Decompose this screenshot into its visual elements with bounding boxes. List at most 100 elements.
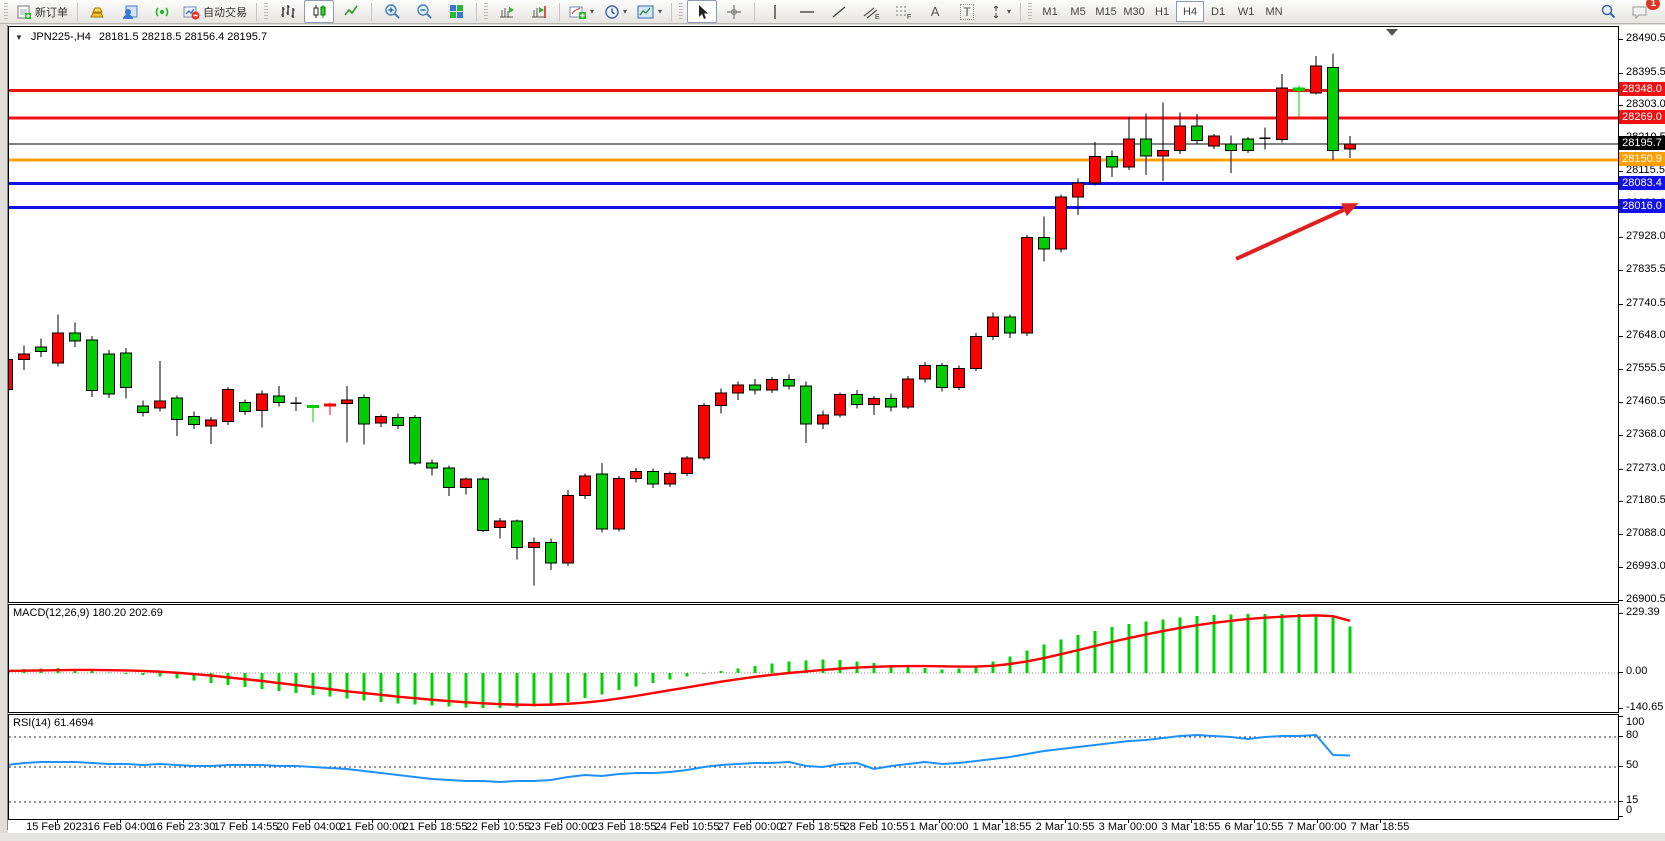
candlestick bbox=[613, 475, 625, 532]
macd-panel[interactable]: MACD(12,26,9) 180.20 202.69 bbox=[8, 604, 1619, 713]
vertical-line-tool-button[interactable] bbox=[760, 0, 790, 23]
cursor-tool-button[interactable] bbox=[687, 0, 718, 23]
time-tick-mark bbox=[372, 819, 373, 823]
trendline-tool-button[interactable] bbox=[824, 0, 854, 23]
rsi-canvas[interactable] bbox=[9, 715, 1618, 819]
price-axis[interactable]: 28490.528395.528303.028210.528115.528023… bbox=[1619, 26, 1665, 819]
candlestick bbox=[103, 349, 115, 398]
horizontal-line-tool-button[interactable] bbox=[792, 0, 822, 23]
cursor-icon bbox=[698, 4, 708, 19]
toolbar-grip[interactable] bbox=[1028, 2, 1033, 21]
price-tick-mark bbox=[1619, 435, 1623, 437]
periods-button[interactable]: ▾ bbox=[600, 0, 631, 23]
trend-arrow-annotation[interactable] bbox=[1235, 203, 1359, 261]
candlestick bbox=[188, 411, 200, 429]
timeframe-m5-button[interactable]: M5 bbox=[1070, 5, 1086, 18]
price-tick-label: 26993.0 bbox=[1626, 560, 1665, 573]
timeframe-mn-button[interactable]: MN bbox=[1265, 5, 1283, 18]
timeframe-m30-button[interactable]: M30 bbox=[1123, 5, 1145, 18]
time-tick-label: 22 Feb 10:55 bbox=[465, 821, 531, 833]
candlestick bbox=[1106, 150, 1118, 178]
rsi-axis-label: 100 bbox=[1626, 716, 1645, 728]
market-watch-button[interactable] bbox=[115, 0, 145, 23]
notifications-button[interactable]: 1 bbox=[1625, 0, 1660, 23]
candlestick bbox=[783, 374, 795, 390]
crosshair-tool-button[interactable] bbox=[719, 0, 749, 23]
toolbar-grip[interactable] bbox=[264, 2, 268, 21]
toolbar-grip[interactable] bbox=[679, 2, 684, 21]
candlestick bbox=[1123, 117, 1135, 171]
price-line-badge: 28195.7 bbox=[1619, 136, 1665, 150]
timeframe-d1-button[interactable]: D1 bbox=[1211, 5, 1226, 18]
auto-scroll-button[interactable] bbox=[492, 0, 522, 23]
toolbar-grip[interactable] bbox=[4, 2, 8, 21]
price-tick-label: 27740.5 bbox=[1626, 296, 1665, 309]
auto-trading-icon bbox=[183, 6, 200, 19]
rsi-panel[interactable]: RSI(14) 61.4694 bbox=[8, 714, 1619, 820]
quick-trade-arrow-icon[interactable]: ▼ bbox=[15, 32, 23, 42]
signals-button[interactable] bbox=[147, 0, 177, 23]
candlestick bbox=[494, 517, 506, 539]
chart-shift-marker[interactable] bbox=[1386, 29, 1398, 36]
time-tick-mark bbox=[1254, 819, 1255, 823]
candlestick bbox=[1327, 53, 1339, 161]
timeframe-h1-button[interactable]: H1 bbox=[1155, 5, 1170, 18]
svg-text:F: F bbox=[907, 14, 911, 20]
candlestick bbox=[749, 378, 761, 395]
text-tool-button[interactable]: A bbox=[920, 0, 950, 23]
search-button[interactable] bbox=[1593, 0, 1623, 23]
price-tick-label: 27648.0 bbox=[1626, 329, 1665, 342]
candlestick bbox=[528, 537, 540, 586]
indicators-button[interactable]: ▾ bbox=[565, 0, 598, 23]
notification-badge: 1 bbox=[1646, 0, 1660, 10]
candlestick bbox=[392, 413, 404, 429]
status-strip bbox=[0, 833, 1665, 841]
gold-bars-icon bbox=[90, 7, 104, 17]
fibonacci-tool-button[interactable]: F bbox=[888, 0, 918, 23]
time-tick-label: 28 Feb 10:55 bbox=[843, 821, 909, 833]
timeframe-m1-button[interactable]: M1 bbox=[1042, 5, 1058, 18]
candlestick bbox=[953, 365, 965, 391]
text-label-tool-button[interactable]: T bbox=[952, 0, 982, 23]
auto-trading-button[interactable]: 自动交易 bbox=[179, 0, 251, 23]
candlestick-chart-type-button[interactable] bbox=[304, 0, 334, 23]
candlestick bbox=[426, 459, 438, 476]
line-chart-type-button[interactable] bbox=[336, 0, 366, 23]
candlestick bbox=[562, 489, 574, 566]
dropdown-arrow-icon: ▾ bbox=[658, 7, 663, 16]
time-tick-label: 7 Mar 00:00 bbox=[1287, 821, 1347, 833]
zoom-in-button[interactable] bbox=[377, 0, 407, 23]
price-tick-label: 26900.5 bbox=[1626, 592, 1665, 605]
candlestick bbox=[358, 394, 370, 445]
timeframe-w1-button[interactable]: W1 bbox=[1237, 5, 1255, 18]
candlestick bbox=[1259, 127, 1271, 150]
time-tick-label: 1 Mar 18:55 bbox=[972, 821, 1032, 833]
bar-chart-type-button[interactable] bbox=[272, 0, 302, 23]
candlestick bbox=[256, 390, 268, 428]
time-axis[interactable]: 15 Feb 2023 16 Feb 04:00 16 Feb 23:30 17 Fe… bbox=[8, 819, 1665, 833]
signal-icon bbox=[155, 6, 169, 17]
timeframe-m15-button[interactable]: M15 bbox=[1095, 5, 1117, 18]
auto-scroll-icon bbox=[500, 6, 514, 17]
candlestick bbox=[1293, 85, 1305, 117]
macd-canvas[interactable] bbox=[9, 605, 1618, 712]
templates-button[interactable]: ▾ bbox=[633, 0, 666, 23]
channel-tool-button[interactable]: E bbox=[856, 0, 886, 23]
candlestick bbox=[154, 361, 166, 412]
history-center-button[interactable] bbox=[83, 0, 113, 23]
tile-windows-button[interactable] bbox=[441, 0, 471, 23]
price-line-badge: 28348.0 bbox=[1619, 82, 1665, 97]
timeframe-h4-button[interactable]: H4 bbox=[1176, 1, 1205, 22]
chart-shift-button[interactable] bbox=[524, 0, 554, 23]
zoom-out-button[interactable] bbox=[409, 0, 439, 23]
toolbar-grip[interactable] bbox=[484, 2, 488, 21]
new-order-button[interactable]: 新订单 bbox=[12, 0, 72, 23]
arrows-tool-button[interactable]: ▾ bbox=[984, 0, 1015, 23]
candlestick bbox=[970, 333, 982, 372]
main-chart-panel[interactable]: ▼ JPN225-,H4 28181.5 28218.5 28156.4 281… bbox=[8, 26, 1619, 603]
candlestick bbox=[1089, 141, 1101, 186]
price-chart-canvas[interactable] bbox=[9, 27, 1618, 602]
time-tick-label: 17 Feb 14:55 bbox=[213, 821, 279, 833]
candlestick bbox=[324, 402, 336, 415]
time-tick-label: 20 Feb 04:00 bbox=[276, 821, 342, 833]
